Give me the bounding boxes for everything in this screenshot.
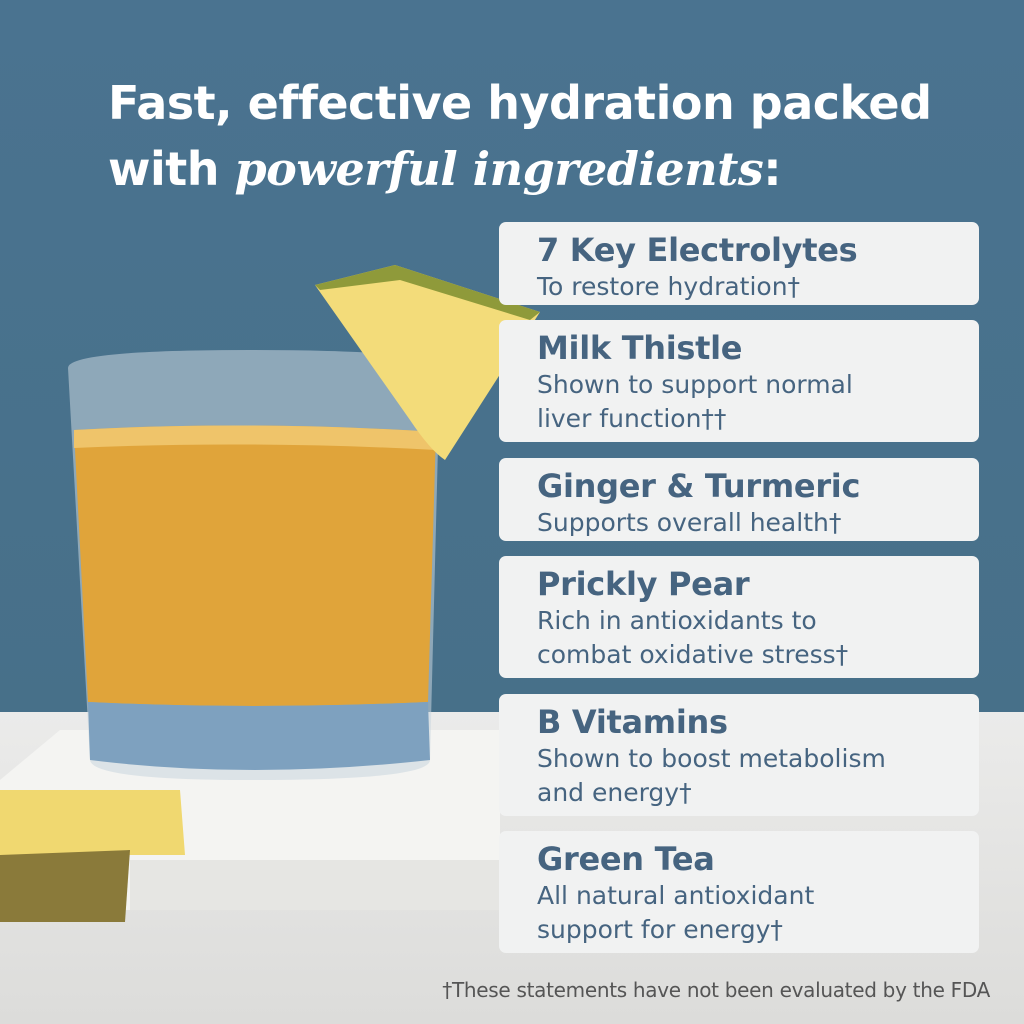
ingredient-card-green-tea: Green Tea All natural antioxidant suppor… <box>499 831 979 953</box>
ingredient-title: B Vitamins <box>537 703 728 741</box>
ingredient-description: Shown to boost metabolism and energy† <box>537 744 886 807</box>
ingredient-title: Prickly Pear <box>537 565 750 603</box>
headline: Fast, effective hydration packed with po… <box>108 70 932 202</box>
ingredient-title: 7 Key Electrolytes <box>537 231 858 269</box>
pineapple-slice <box>0 790 185 855</box>
ingredient-title: Milk Thistle <box>537 329 743 367</box>
ingredient-description: All natural antioxidant support for ener… <box>537 881 815 944</box>
ingredient-title: Ginger & Turmeric <box>537 467 861 505</box>
drink-illustration <box>0 265 540 922</box>
pineapple-wedge <box>315 265 540 460</box>
ingredient-card-electrolytes: 7 Key Electrolytes To restore hydration† <box>499 222 979 305</box>
ingredient-description: To restore hydration† <box>537 272 801 301</box>
ingredient-description: Shown to support normal liver function†† <box>537 370 853 433</box>
ingredient-card-milk-thistle: Milk Thistle Shown to support normal liv… <box>499 320 979 442</box>
ingredient-card-b-vitamins: B Vitamins Shown to boost metabolism and… <box>499 694 979 816</box>
headline-line-1: Fast, effective hydration packed <box>108 76 932 130</box>
ingredient-description: Supports overall health† <box>537 508 842 537</box>
ingredient-title: Green Tea <box>537 840 715 878</box>
fda-disclaimer: †These statements have not been evaluate… <box>442 978 990 1002</box>
ingredient-card-ginger-turmeric: Ginger & Turmeric Supports overall healt… <box>499 458 979 541</box>
juice <box>74 425 436 706</box>
ingredient-description: Rich in antioxidants to combat oxidative… <box>537 606 849 669</box>
ingredient-card-prickly-pear: Prickly Pear Rich in antioxidants to com… <box>499 556 979 678</box>
headline-emphasis: powerful ingredients <box>234 142 764 196</box>
headline-line-2: with powerful ingredients: <box>108 142 782 196</box>
